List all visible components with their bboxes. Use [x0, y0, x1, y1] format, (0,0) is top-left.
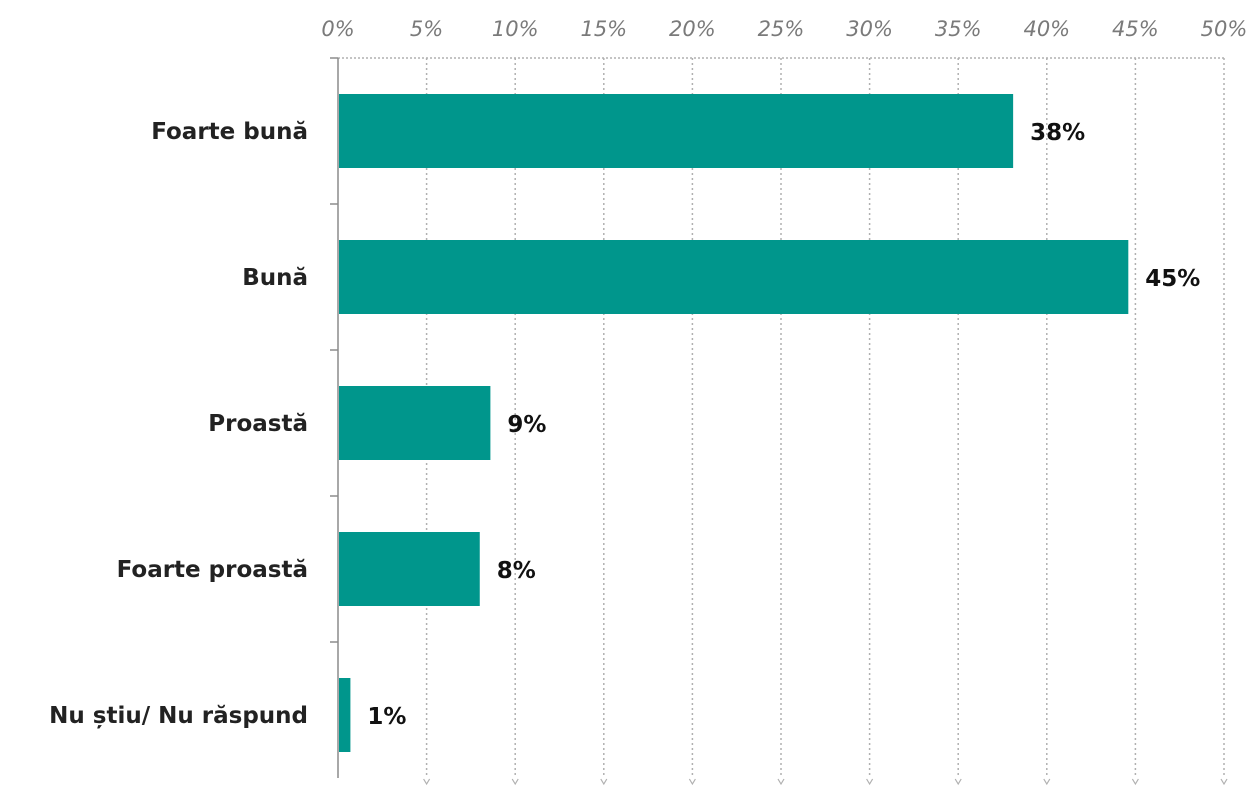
- data-label: 38%: [1030, 120, 1085, 146]
- gridline-end-mark: [1043, 778, 1051, 786]
- bar: [339, 94, 1014, 168]
- data-label: 1%: [367, 704, 406, 730]
- category-label: Proastă: [208, 411, 308, 437]
- data-label: 45%: [1145, 266, 1200, 292]
- gridline-end-mark: [777, 778, 785, 786]
- category-label: Nu știu/ Nu răspund: [49, 703, 308, 729]
- x-tick-label: 25%: [758, 17, 805, 41]
- gridline-end-mark: [1220, 778, 1228, 786]
- x-tick-label: 35%: [935, 17, 982, 41]
- category-label: Bună: [242, 265, 308, 291]
- category-label: Foarte bună: [151, 119, 308, 145]
- gridline-end-mark: [954, 778, 962, 786]
- x-tick-label: 5%: [410, 17, 443, 41]
- gridline-end-mark: [688, 778, 696, 786]
- data-label: 8%: [497, 558, 536, 584]
- bars: [339, 94, 1129, 752]
- labels: 0% 5% 10% 15% 20% 25% 30% 35% 40% 45% 50% Foarte bu…: [49, 17, 1247, 730]
- x-tick-label: 15%: [580, 17, 627, 41]
- gridline-end-mark: [1131, 778, 1139, 786]
- bar: [339, 240, 1129, 314]
- x-tick-label: 10%: [492, 17, 539, 41]
- data-label: 9%: [507, 412, 546, 438]
- x-tick-label: 0%: [321, 17, 354, 41]
- bar: [339, 678, 351, 752]
- gridline-end-mark: [423, 778, 431, 786]
- gridline-end-mark: [866, 778, 874, 786]
- bar: [339, 386, 491, 460]
- category-label: Foarte proastă: [117, 557, 308, 583]
- gridline-end-mark: [511, 778, 519, 786]
- x-tick-label: 45%: [1112, 17, 1159, 41]
- gridline-end-mark: [600, 778, 608, 786]
- x-tick-label: 30%: [846, 17, 893, 41]
- x-tick-label: 50%: [1201, 17, 1248, 41]
- grid-lines: [423, 58, 1228, 786]
- bar: [339, 532, 480, 606]
- x-tick-label: 20%: [669, 17, 716, 41]
- x-tick-label: 40%: [1023, 17, 1070, 41]
